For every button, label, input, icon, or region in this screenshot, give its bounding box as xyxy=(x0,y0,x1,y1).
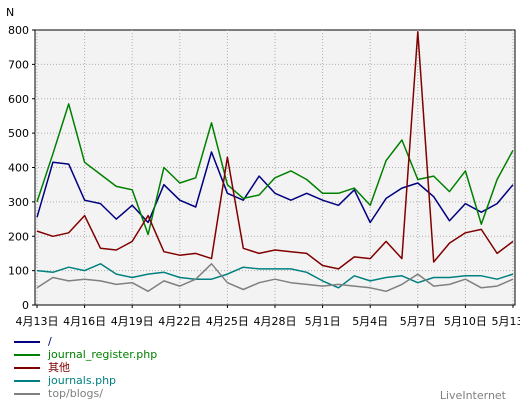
legend-swatch xyxy=(14,353,40,356)
legend-label: journal_register.php xyxy=(48,348,158,361)
x-tick-label: 4月25日 xyxy=(206,315,249,328)
series-line-2 xyxy=(36,30,514,270)
legend-label: / xyxy=(48,335,52,348)
y-tick-label: 700 xyxy=(8,58,29,71)
series-line-0 xyxy=(36,151,514,224)
legend: / journal_register.php 其他 journals.php top/b… xyxy=(14,335,157,400)
y-axis-ticks: 0 100 200 300 400 500 600 700 800 xyxy=(8,24,35,312)
y-tick-label: 200 xyxy=(8,230,29,243)
x-tick-label: 5月13日 xyxy=(492,315,520,328)
legend-label: journals.php xyxy=(48,374,117,387)
y-tick-label: 100 xyxy=(8,265,29,278)
legend-entry: top/blogs/ xyxy=(14,387,157,400)
legend-swatch xyxy=(14,366,40,369)
x-tick-label: 4月19日 xyxy=(111,315,154,328)
brand-label: LiveInternet xyxy=(439,389,506,402)
series-line-1 xyxy=(36,103,514,236)
y-tick-label: 0 xyxy=(22,299,29,312)
series-line-4 xyxy=(36,263,514,293)
grid-lines xyxy=(35,30,515,305)
series-line-3 xyxy=(36,263,514,289)
x-tick-label: 5月7日 xyxy=(400,315,436,328)
y-tick-label: 400 xyxy=(8,162,29,175)
y-tick-label: 800 xyxy=(8,24,29,37)
legend-entry: 其他 xyxy=(14,361,157,374)
legend-entry: / xyxy=(14,335,157,348)
y-tick-label: 600 xyxy=(8,93,29,106)
series-lines xyxy=(36,30,514,293)
x-tick-label: 5月1日 xyxy=(305,315,341,328)
legend-entry: journal_register.php xyxy=(14,348,157,361)
y-axis-unit-label: N xyxy=(6,6,14,19)
x-tick-label: 5月4日 xyxy=(352,315,388,328)
legend-entry: journals.php xyxy=(14,374,157,387)
legend-label: top/blogs/ xyxy=(48,387,103,400)
x-tick-label: 5月10日 xyxy=(444,315,487,328)
legend-label: 其他 xyxy=(48,361,70,374)
x-tick-label: 4月22日 xyxy=(158,315,201,328)
x-tick-label: 4月28日 xyxy=(254,315,297,328)
x-axis-ticks: 4月13日 4月16日 4月19日 4月22日 4月25日 4月28日 5月1日 5月4日 5月… xyxy=(16,305,520,328)
y-tick-label: 500 xyxy=(8,127,29,140)
legend-swatch xyxy=(14,379,40,382)
legend-swatch xyxy=(14,392,40,395)
x-tick-label: 4月13日 xyxy=(16,315,59,328)
y-tick-label: 300 xyxy=(8,196,29,209)
x-tick-label: 4月16日 xyxy=(63,315,106,328)
legend-swatch xyxy=(14,340,40,343)
